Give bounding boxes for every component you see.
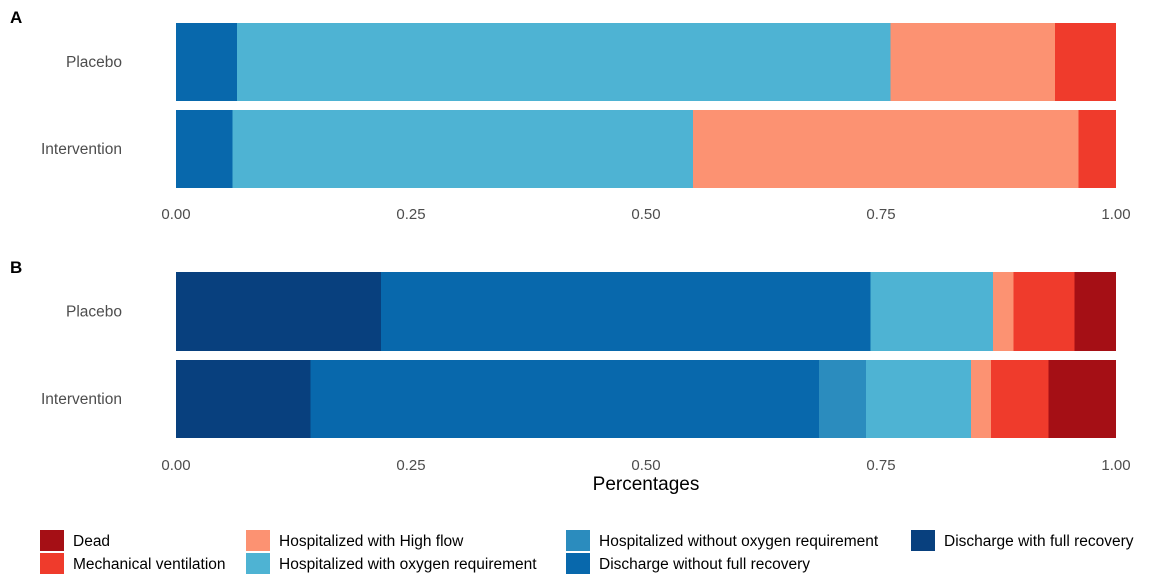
bar-segment — [176, 23, 238, 101]
x-tick-label: 1.00 — [1101, 457, 1130, 474]
category-label: Intervention — [41, 141, 122, 158]
x-axis-title: Percentages — [593, 474, 700, 495]
category-label: Placebo — [66, 54, 122, 71]
panel-label: A — [10, 8, 22, 27]
bar-segment — [865, 360, 972, 438]
x-tick-label: 0.75 — [866, 206, 895, 223]
bar-segment — [1013, 272, 1075, 351]
bar-segment — [1054, 23, 1116, 101]
panel-a: A Placebo Intervention 0.00 0.25 0.50 0.75 1.00 — [10, 8, 1131, 223]
legend-swatch — [246, 553, 270, 574]
bar-segment — [693, 110, 1079, 188]
x-tick-label: 0.25 — [396, 206, 425, 223]
legend-swatch — [566, 553, 590, 574]
bar-segment — [310, 360, 819, 438]
x-tick-label: 0.00 — [161, 457, 190, 474]
legend-swatch — [911, 530, 935, 551]
legend-swatch — [246, 530, 270, 551]
x-tick-label: 1.00 — [1101, 206, 1130, 223]
bar-segment — [818, 360, 866, 438]
category-label: Intervention — [41, 391, 122, 408]
legend-swatch — [566, 530, 590, 551]
x-tick-label: 0.50 — [631, 457, 660, 474]
bar-segment — [1048, 360, 1116, 438]
bar-segment — [1078, 110, 1116, 188]
bar-segment — [890, 23, 1055, 101]
bar-segment — [870, 272, 993, 351]
category-label: Placebo — [66, 304, 122, 321]
x-tick-label: 0.00 — [161, 206, 190, 223]
panel-b: B Placebo Intervention 0.00 0.25 0.50 0.75 1.00 — [10, 258, 1131, 474]
x-tick-label: 0.25 — [396, 457, 425, 474]
bar-segment — [380, 272, 871, 351]
legend-label: Hospitalized with High flow — [279, 533, 464, 550]
legend-swatch — [40, 530, 64, 551]
bar-segment — [176, 272, 381, 351]
legend-label: Dead — [73, 533, 110, 550]
bar-segment — [992, 272, 1014, 351]
bar-segment — [990, 360, 1049, 438]
bar-segment — [1074, 272, 1116, 351]
x-tick-label: 0.75 — [866, 457, 895, 474]
x-tick-label: 0.50 — [631, 206, 660, 223]
bar-segment — [176, 360, 311, 438]
panel-label: B — [10, 258, 22, 277]
legend-label: Hospitalized with oxygen requirement — [279, 556, 537, 573]
bar-segment — [237, 23, 891, 101]
bar-segment — [232, 110, 693, 188]
legend: Dead Mechanical ventilation Hospitalized w… — [40, 530, 1134, 574]
legend-label: Hospitalized without oxygen requirement — [599, 533, 879, 550]
legend-label: Mechanical ventilation — [73, 556, 226, 573]
legend-label: Discharge without full recovery — [599, 556, 810, 573]
bar-segment — [971, 360, 991, 438]
bar-segment — [176, 110, 233, 188]
legend-swatch — [40, 553, 64, 574]
legend-label: Discharge with full recovery — [944, 533, 1134, 550]
